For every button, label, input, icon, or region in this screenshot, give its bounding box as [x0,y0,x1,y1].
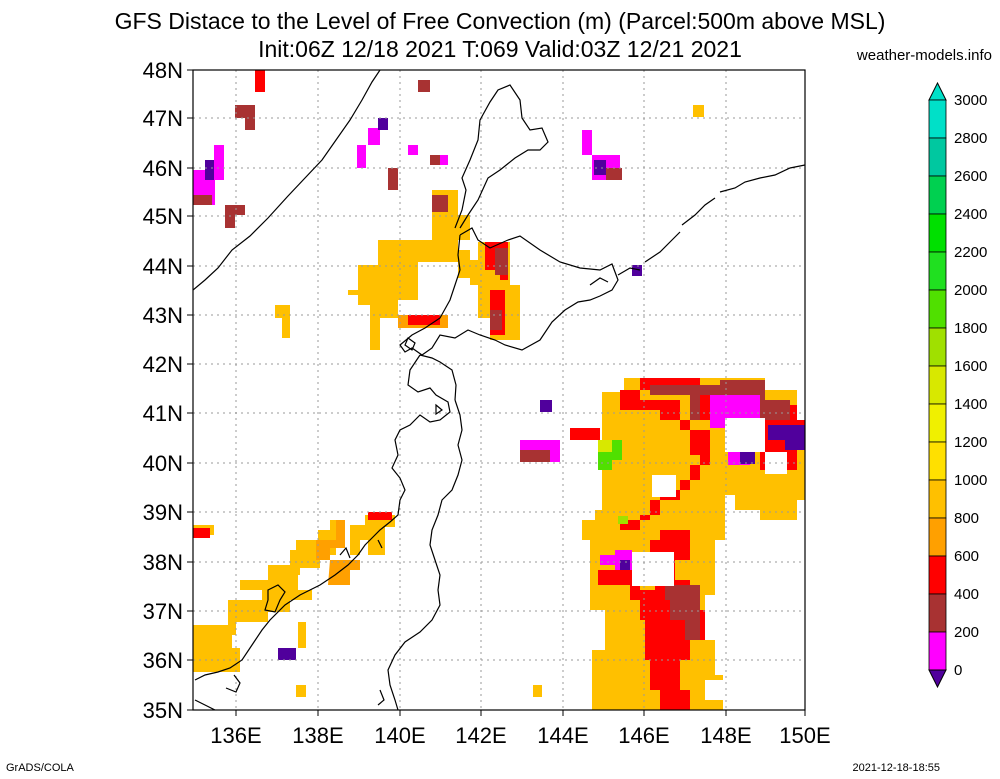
lat-label: 37N [143,599,183,624]
field-patch [665,585,700,640]
field-patch [570,428,600,440]
field-patch [618,516,628,524]
field-patch [348,230,470,350]
chart-title-line2: Init:06Z 12/18 2021 T:069 Valid:03Z 12/2… [258,36,742,62]
axis-ticks [187,69,806,716]
lon-label: 146E [618,723,669,748]
lon-label: 142E [455,723,506,748]
lon-label: 136E [210,723,261,748]
field-patch [598,440,612,452]
field-patch [368,128,380,145]
chart-title-line1: GFS Distace to the Level of Free Convect… [114,8,886,34]
field-patch [533,685,542,697]
field-patch [368,512,392,520]
field-patch [228,520,336,635]
site-credit: weather-models.info [856,47,992,64]
lat-label: 45N [143,204,183,229]
field-gap [705,680,723,700]
lon-label: 138E [292,723,343,748]
field-patch [693,105,704,117]
lat-label: 38N [143,550,183,575]
field-patch [430,155,440,165]
field-patch [357,145,366,168]
field-patch [408,315,440,325]
lat-label: 46N [143,156,183,181]
lat-label: 44N [143,254,183,279]
field-patch [278,648,296,660]
field-patch [620,390,710,530]
field-patch [298,622,306,648]
lon-label: 144E [537,723,588,748]
field-patch [710,395,760,428]
field-patch [582,130,592,155]
grid-lines [193,70,805,710]
field-patch [418,80,430,92]
field-patch [316,520,345,560]
field-patch [193,528,210,538]
field-patch [632,265,642,276]
field-patch [388,168,398,190]
lat-label: 43N [143,303,183,328]
field-patch [235,105,255,130]
footer-software: GrADS/COLA [6,762,74,774]
field-patch [600,555,618,565]
field-patch [432,195,448,212]
lat-label: 40N [143,451,183,476]
field-gap [418,262,458,300]
field-patch [214,145,224,180]
field-patch [520,450,550,462]
field-patch [490,310,502,330]
lon-label: 150E [779,723,830,748]
field-patch [594,160,606,175]
field-gap [652,475,676,497]
lat-label: 42N [143,352,183,377]
field-patch [275,305,290,338]
field-patch [606,168,622,180]
lat-label: 39N [143,500,183,525]
lat-label: 41N [143,401,183,426]
field-patch [540,400,552,412]
field-gap [725,418,765,452]
field-patch [193,195,212,205]
field-patch [193,625,240,672]
lat-label: 35N [143,698,183,723]
lat-axis-labels: 48N 47N 46N 45N 44N 43N 42N 41N 40N 39N … [143,58,183,723]
field-patch [296,685,306,697]
lat-label: 36N [143,648,183,673]
field-patch [408,145,418,155]
field-patch [495,248,508,275]
lon-label: 140E [374,723,425,748]
field-patch [328,560,360,585]
field-patch [768,425,805,450]
plot-frame [192,69,806,711]
lon-axis-labels: 136E 138E 140E 142E 144E 146E 148E 150E [210,723,830,748]
lon-label: 148E [700,723,751,748]
footer-timestamp: 2021-12-18-18:55 [852,762,940,774]
field-patch [650,385,720,420]
field-gap [632,552,674,586]
field-patch [378,118,388,130]
lat-label: 47N [143,106,183,131]
field-patch [255,70,265,92]
field-patch [350,515,395,555]
field-patch [740,452,755,464]
lat-label: 48N [143,58,183,83]
coastlines [193,70,805,710]
field-gap [790,655,805,675]
